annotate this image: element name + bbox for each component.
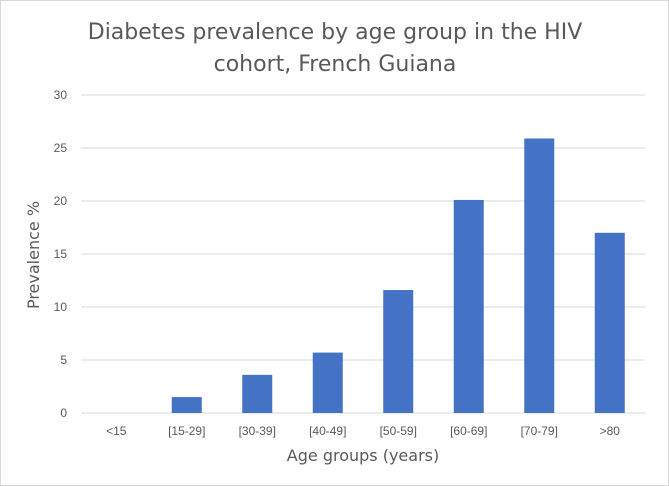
y-tick-label-25: 25 — [54, 141, 68, 155]
x-tick-label-2: [30-39] — [239, 424, 276, 438]
y-tick-label-0: 0 — [60, 406, 67, 420]
bar-3 — [312, 352, 343, 413]
x-tick-label-5: [60-69] — [450, 424, 487, 438]
y-tick-label-30: 30 — [54, 88, 68, 102]
x-axis-title: Age groups (years) — [287, 446, 439, 465]
x-tick-label-1: [15-29] — [168, 424, 205, 438]
y-tick-label-10: 10 — [54, 300, 68, 314]
gridlines — [81, 94, 645, 414]
bar-2 — [242, 374, 273, 413]
chart-title-line-1: Diabetes prevalence by age group in the … — [88, 20, 583, 45]
x-tick-label-7: >80 — [600, 424, 621, 438]
bar-1 — [171, 397, 202, 413]
x-tick-label-4: [50-59] — [380, 424, 417, 438]
y-axis-ticks: 0 5 10 15 20 25 30 — [54, 88, 68, 420]
bar-7 — [594, 232, 625, 413]
bar-4 — [383, 290, 414, 413]
x-tick-label-6: [70-79] — [521, 424, 558, 438]
x-axis-ticks: <15 [15-29] [30-39] [40-49] [50-59] [60-69] [7… — [106, 424, 620, 438]
y-tick-label-15: 15 — [54, 247, 68, 261]
y-axis-title: Prevalence % — [24, 201, 43, 309]
bar-5 — [453, 199, 484, 413]
y-tick-label-20: 20 — [54, 194, 68, 208]
bars — [171, 138, 625, 413]
x-tick-label-3: [40-49] — [309, 424, 346, 438]
chart-title-line-2: cohort, French Guiana — [214, 52, 457, 77]
bar-6 — [524, 138, 555, 413]
x-tick-label-0: <15 — [106, 424, 127, 438]
y-tick-label-5: 5 — [60, 353, 67, 367]
